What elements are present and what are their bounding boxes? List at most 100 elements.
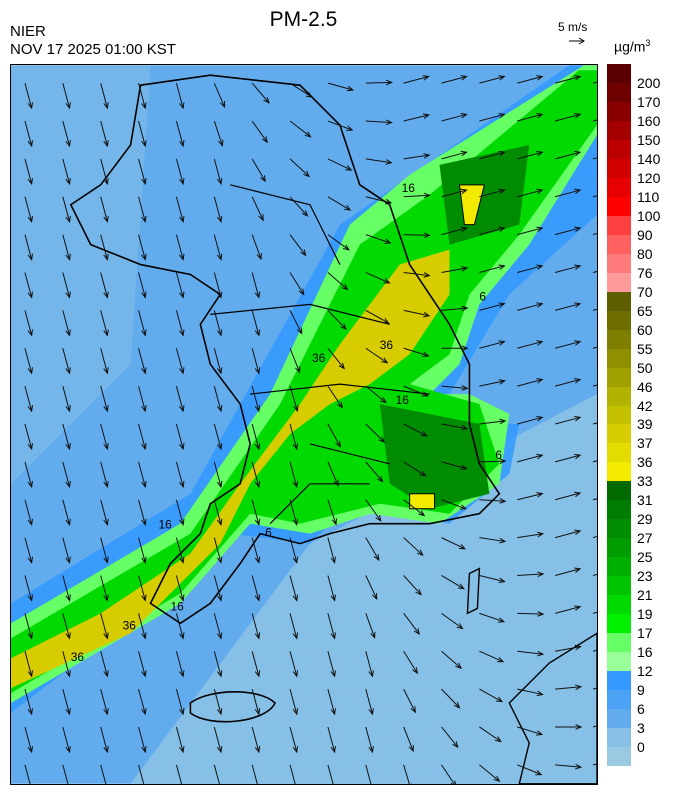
legend-label: 140 [637, 150, 661, 167]
wind-arrow-icon [479, 575, 506, 584]
wind-arrow-icon [62, 688, 71, 716]
wind-arrow-icon [62, 726, 71, 754]
legend-label: 46 [637, 378, 653, 395]
wind-arrow-icon [365, 688, 374, 716]
wind-arrow-icon [517, 113, 544, 122]
wind-arrow-icon [365, 499, 382, 522]
wind-arrow-icon [251, 499, 261, 527]
wind-arrow-icon [555, 491, 582, 501]
wind-arrow-icon [555, 188, 582, 198]
wind-arrow-icon [327, 499, 338, 526]
wind-arrow-icon [327, 651, 336, 678]
wind-arrow-icon [251, 82, 270, 104]
wind-arrow-icon [213, 196, 223, 224]
green-dark-zone [379, 144, 530, 509]
wind-arrow-icon [62, 386, 71, 413]
legend-label: 50 [637, 359, 653, 376]
wind-arrow-icon [100, 158, 109, 186]
legend-swatch [607, 120, 631, 141]
legend-label: 23 [637, 568, 653, 585]
legend-swatch [607, 747, 631, 767]
yellow-high-zone [11, 249, 450, 689]
wind-arrow-icon [441, 575, 465, 590]
legend-label: 160 [637, 112, 661, 129]
wind-arrow-icon [327, 385, 343, 409]
pm25-map[interactable]: 16 36 36 36 16 16 6 6 6 36 16 [10, 64, 598, 785]
wind-arrow-icon [517, 726, 544, 736]
wind-arrow-icon [517, 264, 544, 274]
wind-arrow-icon [62, 537, 71, 564]
wind-arrow-icon [289, 499, 299, 527]
wind-arrow-icon [441, 345, 469, 352]
wind-arrow-icon [403, 347, 430, 357]
wind-arrow-icon [517, 75, 544, 84]
wind-arrow-icon [175, 386, 185, 413]
wind-arrow-icon [175, 461, 185, 489]
wind-arrow-icon [213, 158, 223, 186]
low-concentration-west [11, 65, 151, 484]
wind-arrow-icon [138, 120, 147, 148]
wind-arrow-icon [517, 531, 545, 539]
wind-arrow-icon [517, 302, 544, 311]
wind-arrow-icon [441, 75, 468, 84]
wind-arrow-icon [289, 234, 307, 257]
wind-arrow-icon [517, 611, 545, 617]
wind-arrow-icon [138, 386, 147, 413]
wind-arrow-icon [138, 651, 147, 678]
wind-arrow-icon [517, 188, 544, 198]
wind-arrow-icon [100, 386, 109, 413]
wind-arrow-icon [100, 575, 109, 602]
wind-arrow-icon [213, 613, 223, 640]
wind-arrow-icon [517, 415, 544, 425]
wind-arrow-icon [138, 688, 147, 716]
wind-arrow-icon [327, 347, 345, 370]
legend-label: 100 [637, 207, 661, 224]
wind-arrow-icon [479, 113, 506, 122]
wind-arrow-icon [24, 272, 33, 299]
contour-label: 6 [495, 448, 502, 462]
wind-arrow-icon [555, 340, 582, 349]
jeju-island [189, 691, 277, 723]
legend-label: 16 [637, 644, 653, 661]
wind-arrow-icon [24, 120, 33, 148]
wind-arrow-icon [24, 726, 33, 754]
wind-arrow-icon [251, 196, 264, 222]
wind-arrow-icon [365, 119, 393, 126]
wind-arrow-icon [138, 196, 147, 224]
wind-arrow-icon [289, 196, 309, 217]
wind-arrow-icon [24, 461, 33, 489]
wind-arrow-icon [138, 613, 147, 640]
wind-arrow-icon [213, 272, 223, 299]
wind-arrow-icon [403, 575, 422, 596]
legend-swatch [607, 614, 631, 634]
wind-arrow-icon [479, 458, 507, 465]
wind-arrow-icon [365, 385, 387, 404]
legend-swatch [607, 139, 631, 160]
wind-arrow-icon [441, 305, 469, 312]
wind-arrow-icon [100, 234, 109, 261]
wind-arrow-icon [251, 651, 261, 678]
wind-arrow-icon [517, 571, 545, 578]
wind-arrow-icon [24, 196, 33, 224]
wind-arrow-icon [403, 499, 426, 517]
wind-arrow-icon [555, 724, 583, 730]
legend-swatch [607, 405, 631, 425]
legend-swatch [607, 519, 631, 539]
legend-swatch [607, 386, 631, 406]
wind-arrow-icon [327, 234, 350, 251]
wind-arrow-icon [62, 158, 71, 186]
wind-arrow-icon [365, 613, 376, 639]
wind-arrow-icon [441, 188, 468, 198]
map-title: PM-2.5 [269, 8, 338, 31]
wind-arrow-icon [365, 79, 393, 86]
wind-arrow-icon [62, 272, 71, 299]
wind-arrow-icon [100, 423, 109, 451]
legend-swatch [607, 348, 631, 369]
wind-arrow-icon [251, 613, 261, 640]
wind-arrow-icon [403, 461, 427, 477]
wind-arrow-icon [62, 651, 71, 678]
wind-arrow-icon [365, 461, 384, 483]
wind-arrow-icon [175, 651, 185, 678]
wind-arrow-icon [24, 423, 33, 451]
forecast-datetime: NOV 17 2025 01:00 KST [10, 41, 176, 58]
